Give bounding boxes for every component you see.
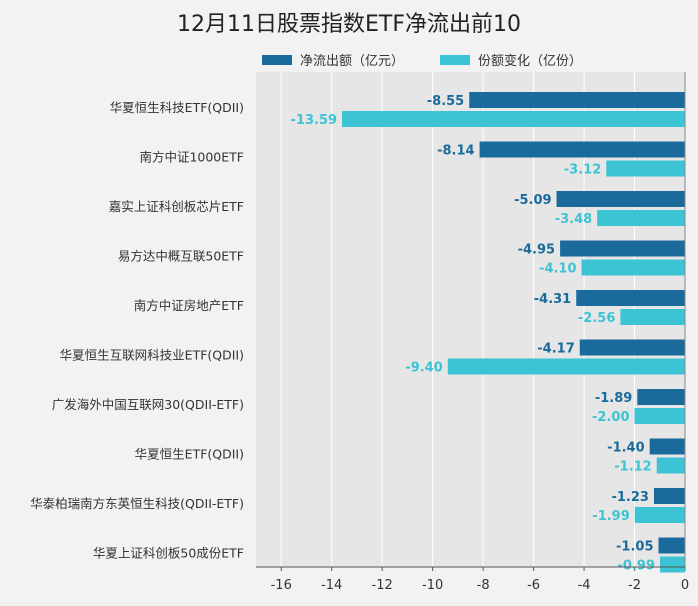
bar-share-change xyxy=(447,358,685,375)
data-label-share-change: -13.59 xyxy=(291,113,338,128)
chart-title: 12月11日股票指数ETF净流出前10 xyxy=(177,12,521,37)
category-label: 华泰柏瑞南方东英恒生科技(QDII-ETF) xyxy=(30,496,244,511)
legend-swatch-share-change xyxy=(440,54,470,65)
bar-net-outflow xyxy=(579,339,685,356)
data-label-share-change: -2.56 xyxy=(578,311,615,326)
bar-net-outflow xyxy=(560,240,685,257)
bar-share-change xyxy=(606,160,685,177)
bar-net-outflow xyxy=(576,290,685,306)
bar-share-change xyxy=(342,111,685,127)
bar-share-change xyxy=(581,259,685,276)
data-label-net-outflow: -8.14 xyxy=(437,144,474,159)
data-label-share-change: -1.12 xyxy=(614,460,651,475)
bar-net-outflow xyxy=(653,488,685,504)
data-label-net-outflow: -1.40 xyxy=(607,441,644,456)
bar-net-outflow xyxy=(556,191,685,207)
data-label-net-outflow: -4.31 xyxy=(534,292,571,307)
x-tick-label: -10 xyxy=(422,578,443,593)
data-label-share-change: -3.48 xyxy=(555,212,592,227)
category-label: 华夏恒生科技ETF(QDII) xyxy=(110,100,244,115)
bar-share-change xyxy=(597,210,685,226)
data-label-share-change: -4.10 xyxy=(539,262,576,277)
bar-net-outflow xyxy=(469,92,685,108)
data-label-share-change: -2.00 xyxy=(592,410,629,425)
bar-share-change xyxy=(620,309,685,325)
x-tick-label: -8 xyxy=(477,578,490,593)
data-label-share-change: -1.99 xyxy=(592,509,629,524)
bar-net-outflow xyxy=(649,438,685,455)
bar-share-change xyxy=(656,457,685,474)
category-label: 南方中证房地产ETF xyxy=(134,298,244,313)
data-label-net-outflow: -8.55 xyxy=(427,94,464,109)
bar-net-outflow xyxy=(637,389,685,405)
data-label-net-outflow: -1.05 xyxy=(616,540,653,555)
data-label-net-outflow: -5.09 xyxy=(514,193,551,208)
data-label-share-change: -3.12 xyxy=(564,163,601,178)
x-tick-label: 0 xyxy=(681,578,689,593)
bar-share-change xyxy=(634,408,685,424)
bar-share-change xyxy=(660,556,685,573)
legend-item-share-change: 份额变化（亿份） xyxy=(440,50,582,69)
legend-label-share-change: 份额变化（亿份） xyxy=(478,54,583,69)
category-label: 华夏恒生互联网科技业ETF(QDII) xyxy=(60,348,244,363)
x-tick-label: -14 xyxy=(321,578,342,593)
category-label: 华夏恒生ETF(QDII) xyxy=(135,447,244,462)
x-tick-label: -2 xyxy=(628,578,641,593)
data-label-net-outflow: -4.95 xyxy=(518,243,555,258)
data-label-net-outflow: -1.23 xyxy=(611,490,648,505)
data-label-net-outflow: -1.89 xyxy=(595,391,632,406)
category-label: 南方中证1000ETF xyxy=(139,150,244,165)
data-label-net-outflow: -4.17 xyxy=(537,342,574,357)
legend-swatch-net-outflow xyxy=(262,54,292,65)
bar-net-outflow xyxy=(479,141,685,158)
category-label: 嘉实上证科创板芯片ETF xyxy=(109,199,244,214)
legend-item-net-outflow: 净流出额（亿元） xyxy=(262,50,404,69)
legend-label-net-outflow: 净流出额（亿元） xyxy=(300,54,405,69)
data-label-share-change: -9.40 xyxy=(405,361,442,376)
category-label: 华夏上证科创板50成份ETF xyxy=(93,546,244,561)
category-label: 广发海外中国互联网30(QDII-ETF) xyxy=(52,397,244,412)
bar-net-outflow xyxy=(658,537,685,554)
x-tick-label: -16 xyxy=(271,578,292,593)
x-tick-label: -12 xyxy=(372,578,393,593)
data-label-share-change: -0.99 xyxy=(618,559,655,574)
bar-share-change xyxy=(634,507,685,523)
x-tick-label: -6 xyxy=(527,578,540,593)
category-label: 易方达中概互联50ETF xyxy=(118,249,244,264)
x-tick-label: -4 xyxy=(578,578,591,593)
